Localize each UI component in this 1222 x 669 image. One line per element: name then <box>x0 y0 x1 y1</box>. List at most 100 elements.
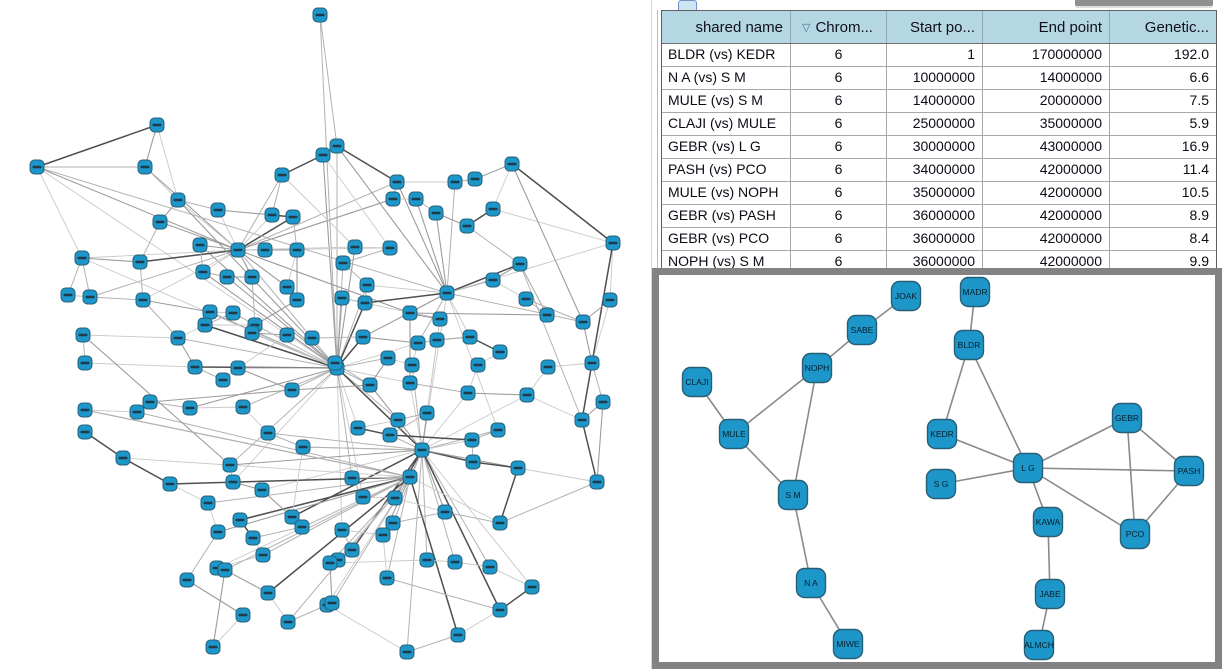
network-node[interactable] <box>512 256 528 272</box>
network-node[interactable] <box>375 527 391 543</box>
network-node[interactable] <box>295 439 311 455</box>
network-node[interactable] <box>492 344 508 360</box>
network-node[interactable] <box>460 385 476 401</box>
network-node[interactable] <box>202 304 218 320</box>
network-node[interactable] <box>459 218 475 234</box>
network-node[interactable] <box>115 450 131 466</box>
network-node[interactable] <box>518 291 534 307</box>
subnetwork-node-joak[interactable]: JOAK <box>890 280 922 312</box>
network-node[interactable] <box>399 644 415 660</box>
network-node[interactable] <box>470 357 486 373</box>
network-node[interactable] <box>379 570 395 586</box>
network-node[interactable] <box>464 432 480 448</box>
network-node[interactable] <box>385 515 401 531</box>
network-node[interactable] <box>402 375 418 391</box>
subnetwork-node-jabe[interactable]: JABE <box>1034 578 1066 610</box>
network-node[interactable] <box>362 377 378 393</box>
network-node[interactable] <box>315 147 331 163</box>
network-node[interactable] <box>429 332 445 348</box>
subnetwork-node-almch[interactable]: ALMCH <box>1023 629 1055 661</box>
network-node[interactable] <box>195 264 211 280</box>
network-node[interactable] <box>162 476 178 492</box>
network-node[interactable] <box>29 159 45 175</box>
network-node[interactable] <box>465 454 481 470</box>
network-node[interactable] <box>389 174 405 190</box>
network-node[interactable] <box>200 495 216 511</box>
table-row[interactable]: PASH (vs) PCO 6 34000000 42000000 11.4 <box>662 159 1216 182</box>
network-node[interactable] <box>334 290 350 306</box>
network-node[interactable] <box>232 512 248 528</box>
network-node[interactable] <box>304 330 320 346</box>
network-node[interactable] <box>605 235 621 251</box>
network-node[interactable] <box>595 394 611 410</box>
network-node[interactable] <box>390 412 406 428</box>
network-node[interactable] <box>355 329 371 345</box>
network-node[interactable] <box>192 237 208 253</box>
subnetwork-node-madr[interactable]: MADR <box>959 276 991 308</box>
network-node[interactable] <box>524 579 540 595</box>
subnetwork-node-pash[interactable]: PASH <box>1173 455 1205 487</box>
network-node[interactable] <box>492 515 508 531</box>
network-node[interactable] <box>402 305 418 321</box>
network-node[interactable] <box>75 327 91 343</box>
network-node[interactable] <box>490 422 506 438</box>
network-node[interactable] <box>327 355 343 371</box>
network-node[interactable] <box>217 562 233 578</box>
network-node[interactable] <box>432 311 448 327</box>
network-node[interactable] <box>382 427 398 443</box>
network-node[interactable] <box>149 117 165 133</box>
network-node[interactable] <box>235 607 251 623</box>
network-node[interactable] <box>245 530 261 546</box>
network-node[interactable] <box>414 442 430 458</box>
network-node[interactable] <box>519 387 535 403</box>
subnetwork-node-kedr[interactable]: KEDR <box>926 418 958 450</box>
network-node[interactable] <box>334 522 350 538</box>
network-node[interactable] <box>244 269 260 285</box>
table-row[interactable]: N A (vs) S M 6 10000000 14000000 6.6 <box>662 67 1216 90</box>
network-node[interactable] <box>74 250 90 266</box>
network-node[interactable] <box>289 242 305 258</box>
network-node[interactable] <box>380 350 396 366</box>
table-row[interactable]: GEBR (vs) L G 6 30000000 43000000 16.9 <box>662 136 1216 159</box>
table-row[interactable]: GEBR (vs) PCO 6 36000000 42000000 8.4 <box>662 228 1216 251</box>
network-node[interactable] <box>410 335 426 351</box>
subnetwork-node-claji[interactable]: CLAJI <box>681 366 713 398</box>
network-node[interactable] <box>279 279 295 295</box>
network-node[interactable] <box>335 255 351 271</box>
network-node[interactable] <box>289 292 305 308</box>
subnetwork-node-bldr[interactable]: BLDR <box>953 329 985 361</box>
network-node[interactable] <box>230 242 246 258</box>
network-node[interactable] <box>255 547 271 563</box>
subnetwork-node-pco[interactable]: PCO <box>1119 518 1151 550</box>
network-node[interactable] <box>77 355 93 371</box>
table-row[interactable]: MULE (vs) S M 6 14000000 20000000 7.5 <box>662 90 1216 113</box>
subnetwork-node-miwe[interactable]: MIWE <box>832 628 864 660</box>
subnetwork-node-n-a[interactable]: N A <box>795 567 827 599</box>
network-node[interactable] <box>77 424 93 440</box>
column-header-genetic---[interactable]: Genetic... <box>1110 11 1216 43</box>
network-node[interactable] <box>575 314 591 330</box>
network-node[interactable] <box>462 329 478 345</box>
network-node[interactable] <box>589 474 605 490</box>
network-node[interactable] <box>219 269 235 285</box>
network-node[interactable] <box>385 191 401 207</box>
network-node[interactable] <box>222 457 238 473</box>
network-node[interactable] <box>244 325 260 341</box>
network-node[interactable] <box>230 360 246 376</box>
table-row[interactable]: NOPH (vs) S M 6 36000000 42000000 9.9 <box>662 251 1216 273</box>
network-node[interactable] <box>205 639 221 655</box>
network-node[interactable] <box>437 504 453 520</box>
network-node[interactable] <box>357 295 373 311</box>
main-network-canvas[interactable] <box>0 0 652 669</box>
network-node[interactable] <box>225 474 241 490</box>
network-node[interactable] <box>294 519 310 535</box>
network-node[interactable] <box>344 542 360 558</box>
network-node[interactable] <box>77 402 93 418</box>
network-node[interactable] <box>279 327 295 343</box>
network-node[interactable] <box>257 242 273 258</box>
network-node[interactable] <box>312 7 328 23</box>
network-node[interactable] <box>135 292 151 308</box>
network-node[interactable] <box>82 289 98 305</box>
network-node[interactable] <box>574 412 590 428</box>
network-node[interactable] <box>285 209 301 225</box>
